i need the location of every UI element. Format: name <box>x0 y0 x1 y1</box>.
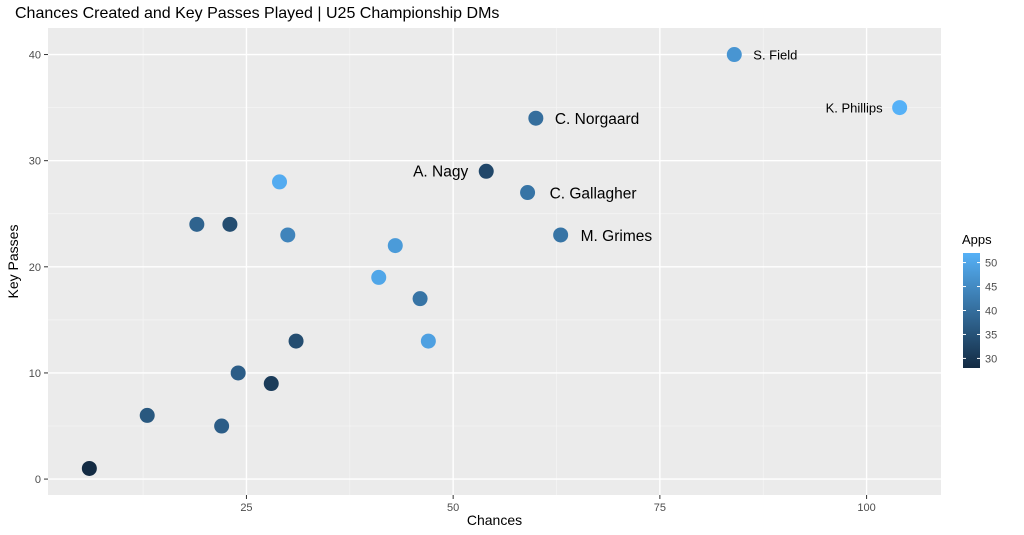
y-tick-label: 30 <box>29 156 41 168</box>
minor-gridlines <box>48 28 941 495</box>
data-point <box>222 216 238 232</box>
x-tick-label: 25 <box>240 502 252 514</box>
data-point <box>214 418 230 434</box>
point-label: A. Nagy <box>413 163 468 180</box>
data-point <box>189 216 205 232</box>
data-point <box>81 460 97 476</box>
point-labels: S. Field K. Phillips C. Norgaard A. Nagy C. … <box>413 48 883 245</box>
data-point <box>553 227 569 243</box>
legend-tick-label: 35 <box>985 329 997 341</box>
y-tick-label: 20 <box>29 262 41 274</box>
data-point <box>520 185 536 201</box>
x-tick-label: 75 <box>654 502 666 514</box>
plot-panel <box>48 28 941 495</box>
data-point <box>478 163 494 179</box>
data-point <box>230 365 246 381</box>
point-label: M. Grimes <box>581 228 653 245</box>
legend-tick-label: 45 <box>985 282 997 294</box>
legend-tick-label: 40 <box>985 306 997 318</box>
y-tick-label: 0 <box>35 474 41 486</box>
major-gridlines <box>48 28 941 495</box>
x-tick-label: 50 <box>447 502 459 514</box>
data-point <box>272 174 288 190</box>
point-label: C. Norgaard <box>555 111 639 128</box>
legend-tick-label: 50 <box>985 258 997 270</box>
legend-ticks: 30 35 40 45 50 <box>963 258 997 365</box>
y-axis-ticks: 0 10 20 30 40 <box>29 50 48 486</box>
data-point <box>371 269 387 285</box>
point-label: S. Field <box>753 48 797 63</box>
legend-title: Apps <box>962 232 992 247</box>
data-point <box>263 376 279 392</box>
chart-title: Chances Created and Key Passes Played | … <box>15 5 499 22</box>
color-legend: Apps 30 35 40 45 50 <box>962 232 997 368</box>
point-label: K. Phillips <box>826 101 884 116</box>
data-point <box>420 333 436 349</box>
x-axis-ticks: 25 50 75 100 <box>240 495 876 514</box>
data-point <box>280 227 296 243</box>
y-tick-label: 10 <box>29 368 41 380</box>
data-point <box>528 110 544 126</box>
x-axis-title: Chances <box>467 512 522 528</box>
point-label: C. Gallagher <box>550 186 637 203</box>
data-point <box>892 100 908 116</box>
y-axis-title: Key Passes <box>5 225 21 299</box>
data-points <box>81 47 908 476</box>
data-point <box>288 333 304 349</box>
legend-colorbar <box>963 253 980 368</box>
data-point <box>726 47 742 63</box>
x-tick-label: 100 <box>857 502 875 514</box>
legend-tick-label: 30 <box>985 353 997 365</box>
y-tick-label: 40 <box>29 50 41 62</box>
data-point <box>387 238 403 254</box>
data-point <box>139 407 155 423</box>
data-point <box>412 291 428 307</box>
